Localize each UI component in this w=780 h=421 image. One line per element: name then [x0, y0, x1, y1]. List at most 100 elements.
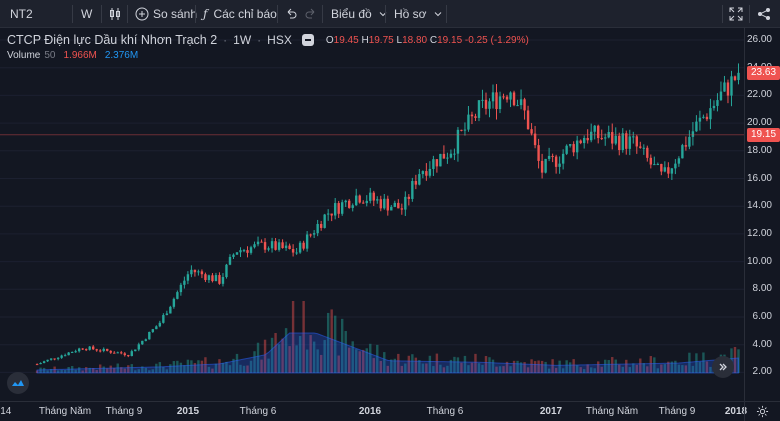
function-icon: ƒ	[203, 7, 208, 21]
candles-icon	[110, 8, 120, 20]
price-axis[interactable]: 26.0024.0022.0020.0018.0016.0014.0012.00…	[744, 28, 780, 401]
toolbar-divider	[127, 5, 128, 23]
candle-body	[625, 133, 628, 149]
candle-body	[277, 242, 281, 250]
candle-body	[702, 116, 705, 118]
symbol-search[interactable]: NT2	[10, 0, 33, 28]
candle-body	[379, 199, 382, 209]
volume-bar	[263, 339, 267, 373]
double-chevron-right-icon	[719, 363, 727, 371]
volume-bar	[733, 346, 737, 373]
candle-body	[386, 198, 389, 211]
price-tick-label: 4.00	[752, 338, 772, 350]
volume-bar	[88, 367, 91, 373]
candle-body	[302, 242, 305, 249]
candle-body	[495, 92, 498, 110]
candle-body	[169, 306, 172, 314]
candle-body	[291, 248, 295, 253]
candle-body	[130, 351, 133, 356]
time-axis[interactable]: 014 Tháng Năm Tháng 9 2015 Tháng 6 2016 Tháng …	[0, 401, 747, 421]
volume-bar	[235, 353, 239, 373]
volume-bar	[618, 364, 621, 373]
price-tick-label: 20.00	[746, 117, 772, 129]
volume-bar	[582, 369, 586, 373]
compare-button[interactable]: So sánh	[135, 0, 197, 28]
legend-exchange: HSX	[267, 33, 292, 47]
volume-bar	[207, 366, 211, 373]
volume-bar	[579, 367, 582, 373]
volume-bar	[130, 364, 133, 373]
candle-body	[218, 275, 221, 284]
volume-bar	[575, 365, 579, 373]
volume-bar	[646, 366, 649, 373]
symbol-legend: CTCP Điện lực Dầu khí Nhơn Trạch 2 · 1W …	[7, 33, 529, 47]
candle-body	[355, 195, 358, 206]
volume-bar	[214, 363, 218, 373]
profile-label: Hồ sơ	[394, 7, 427, 21]
volume-bar	[337, 355, 340, 373]
share-button[interactable]	[757, 0, 771, 28]
volume-bar	[77, 367, 81, 373]
tradingview-logo-button[interactable]	[7, 372, 29, 394]
candle-body	[99, 350, 102, 352]
volume-bar	[148, 370, 151, 373]
collapse-legend-button[interactable]	[301, 34, 314, 46]
candle-body	[551, 155, 554, 157]
candle-body	[179, 284, 183, 293]
candle-body	[677, 158, 681, 164]
volume-bar	[628, 367, 631, 373]
candle-body	[369, 192, 372, 201]
volume-bar	[134, 370, 137, 373]
undo-button[interactable]	[285, 0, 297, 28]
candle-body	[716, 100, 719, 106]
candle-body	[593, 125, 596, 132]
candle-body	[344, 200, 347, 203]
candle-body	[211, 275, 214, 282]
candle-body	[246, 250, 249, 253]
volume-bar	[200, 360, 204, 373]
candle-body	[155, 326, 158, 330]
volume-bar	[593, 368, 596, 373]
low-label: L	[396, 34, 403, 46]
candle-body	[165, 313, 169, 316]
candle-body	[148, 331, 151, 340]
candle-body	[502, 96, 505, 98]
fullscreen-button[interactable]	[729, 0, 743, 28]
indicators-button[interactable]: ƒ Các chỉ báo	[203, 0, 277, 28]
candle-body	[63, 355, 67, 357]
volume-bar	[376, 344, 379, 373]
volume-bar	[625, 359, 628, 373]
redo-button[interactable]	[305, 0, 317, 28]
candle-body	[688, 136, 691, 147]
candle-body	[134, 349, 137, 352]
volume-bar	[362, 349, 365, 373]
volume-bar	[256, 342, 260, 373]
candle-body	[383, 198, 386, 209]
chart-type-menu[interactable]: Biểu đồ	[331, 0, 388, 28]
candle-body	[425, 171, 428, 176]
scroll-to-realtime-button[interactable]	[712, 356, 734, 378]
volume-bar	[165, 369, 169, 373]
volume-bar	[649, 356, 653, 373]
cloud-logo-icon	[12, 380, 24, 386]
candle-body	[376, 199, 379, 201]
interval-button[interactable]: W	[81, 0, 92, 28]
candle-body	[414, 180, 418, 185]
candle-body	[698, 117, 702, 122]
chart-settings-button[interactable]	[744, 401, 780, 421]
price-chart[interactable]	[0, 28, 744, 401]
chart-style-button[interactable]	[108, 0, 122, 28]
volume-bar	[249, 360, 253, 373]
volume-period: 50	[44, 50, 56, 61]
price-tick-label: 18.00	[746, 144, 772, 156]
volume-bar	[326, 312, 330, 373]
profile-menu[interactable]: Hồ sơ	[394, 0, 443, 28]
volume-bar	[390, 359, 393, 373]
chart-pane[interactable]: CTCP Điện lực Dầu khí Nhơn Trạch 2 · 1W …	[0, 28, 780, 421]
candle-body	[597, 125, 600, 139]
volume-bar	[435, 353, 439, 373]
volume-bar	[558, 360, 561, 373]
candle-body	[491, 92, 495, 102]
price-tick-label: 10.00	[746, 255, 772, 267]
volume-bar	[660, 364, 663, 373]
